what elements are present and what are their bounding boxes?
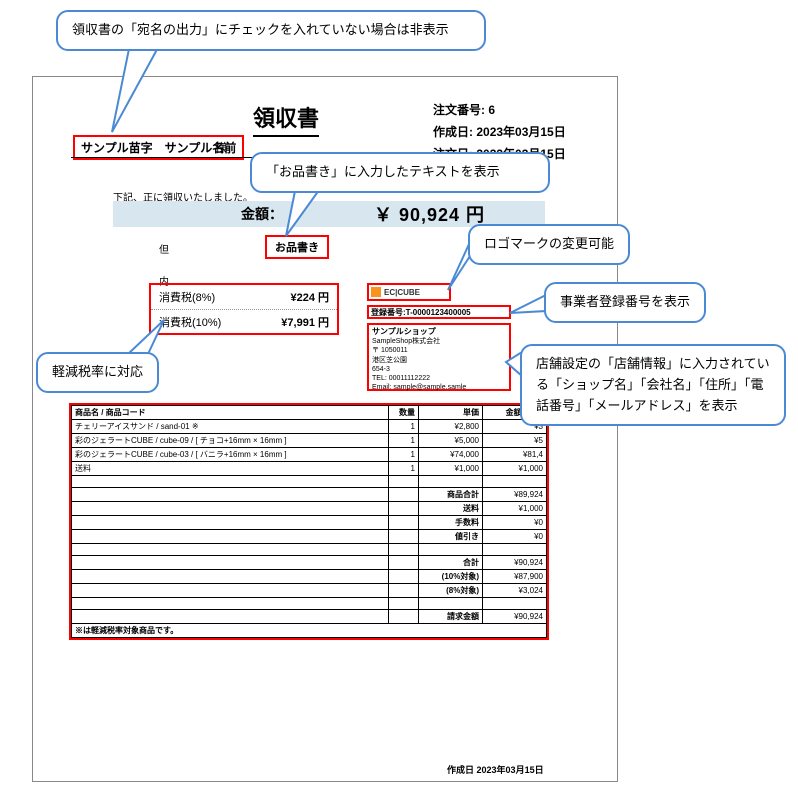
table-row: 送料1¥1,000¥1,000 [72, 462, 547, 476]
honorific: 様 [215, 139, 227, 156]
registration-number: 登録番号:T-0000123400005 [367, 305, 511, 319]
table-row: (8%対象)¥3,024 [72, 584, 547, 598]
tax-breakdown: 消費税(8%) ¥224 円 消費税(10%) ¥7,991 円 [149, 283, 339, 335]
callout-addressee-pointer [110, 44, 170, 136]
footer-date: 作成日 2023年03月15日 [447, 763, 544, 776]
table-row [72, 598, 547, 610]
table-row: 彩のジェラートCUBE / cube-09 / [ チョコ+16mm × 16m… [72, 434, 547, 448]
table-row: 値引き¥0 [72, 530, 547, 544]
tax8-value: ¥224 円 [290, 289, 329, 305]
amount-value: ￥ 90,924 円 [374, 201, 485, 227]
callout-logo: ロゴマークの変更可能 [468, 224, 630, 265]
table-row: 彩のジェラートCUBE / cube-03 / [ バニラ+16mm × 16m… [72, 448, 547, 462]
items-table-wrap: 商品名 / 商品コード 数量 単価 金額(税込) チェリーアイスサンド / sa… [69, 403, 549, 640]
table-note-row: ※は軽減税率対象商品です。 [72, 624, 547, 638]
logo-icon [371, 287, 381, 297]
table-row: 商品合計¥89,924 [72, 488, 547, 502]
callout-oshinagaki-pointer [284, 186, 334, 240]
callout-reduced-tax-pointer [128, 318, 168, 356]
table-row: 手数料¥0 [72, 516, 547, 530]
callout-regnum-pointer [508, 295, 548, 317]
col-name: 商品名 / 商品コード [72, 406, 389, 420]
tax10-label: 消費税(10%) [159, 314, 221, 330]
callout-reduced-tax: 軽減税率に対応 [36, 352, 159, 393]
table-row: 請求金額¥90,924 [72, 610, 547, 624]
table-row: (10%対象)¥87,900 [72, 570, 547, 584]
shop-logo: EC|CUBE [367, 283, 451, 301]
amount-label: 金額： [241, 204, 283, 224]
table-row: 合計¥90,924 [72, 556, 547, 570]
items-table: 商品名 / 商品コード 数量 単価 金額(税込) チェリーアイスサンド / sa… [71, 405, 547, 638]
shop-email: Email: sample@sample.samle [372, 383, 506, 392]
tax8-label: 消費税(8%) [159, 289, 215, 305]
shop-addr2: 654-3 [372, 365, 506, 374]
table-row [72, 476, 547, 488]
callout-shopinfo: 店舗設定の「店舗情報」に入力されている「ショップ名」「会社名」「住所」「電話番号… [520, 344, 786, 426]
shop-tel: TEL: 00011112222 [372, 374, 506, 383]
tax-row-10: 消費税(10%) ¥7,991 円 [151, 309, 337, 334]
table-header-row: 商品名 / 商品コード 数量 単価 金額(税込) [72, 406, 547, 420]
doc-title: 領収書 [253, 101, 319, 137]
callout-oshinagaki: 「お品書き」に入力したテキストを表示 [250, 152, 550, 193]
shop-info: サンプルショップ SampleShop株式会社 〒 1050011 港区芝公園 … [367, 323, 511, 391]
callout-addressee: 領収書の「宛名の出力」にチェックを入れていない場合は非表示 [56, 10, 486, 51]
order-number: 注文番号: 6 [433, 101, 495, 118]
tadashi-label: 但 [159, 241, 169, 256]
tax10-value: ¥7,991 円 [281, 314, 329, 330]
table-row: チェリーアイスサンド / sand-01 ※1¥2,800¥3 [72, 420, 547, 434]
shop-company: SampleShop株式会社 [372, 337, 506, 346]
table-row [72, 544, 547, 556]
col-qty: 数量 [389, 406, 419, 420]
logo-text: EC|CUBE [384, 288, 420, 297]
tax-row-8: 消費税(8%) ¥224 円 [151, 285, 337, 309]
shop-addr1: 港区芝公園 [372, 356, 506, 365]
shop-name: サンプルショップ [372, 327, 506, 337]
col-price: 単価 [419, 406, 483, 420]
created-date: 作成日: 2023年03月15日 [433, 123, 566, 140]
callout-regnum: 事業者登録番号を表示 [544, 282, 706, 323]
callout-shopinfo-text: 店舗設定の「店舗情報」に入力されている「ショップ名」「会社名」「住所」「電話番号… [536, 356, 770, 413]
table-row: 送料¥1,000 [72, 502, 547, 516]
shop-zip: 〒 1050011 [372, 346, 506, 355]
